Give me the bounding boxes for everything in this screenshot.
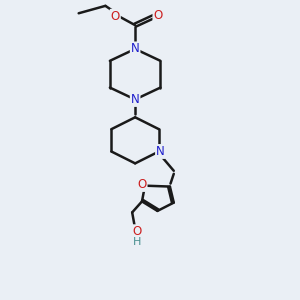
Text: O: O xyxy=(137,178,147,191)
Text: N: N xyxy=(131,93,140,106)
Text: H: H xyxy=(132,237,141,247)
Text: O: O xyxy=(132,225,141,238)
Text: N: N xyxy=(131,42,140,56)
Text: O: O xyxy=(153,9,163,22)
Text: O: O xyxy=(111,10,120,23)
Text: N: N xyxy=(156,145,165,158)
